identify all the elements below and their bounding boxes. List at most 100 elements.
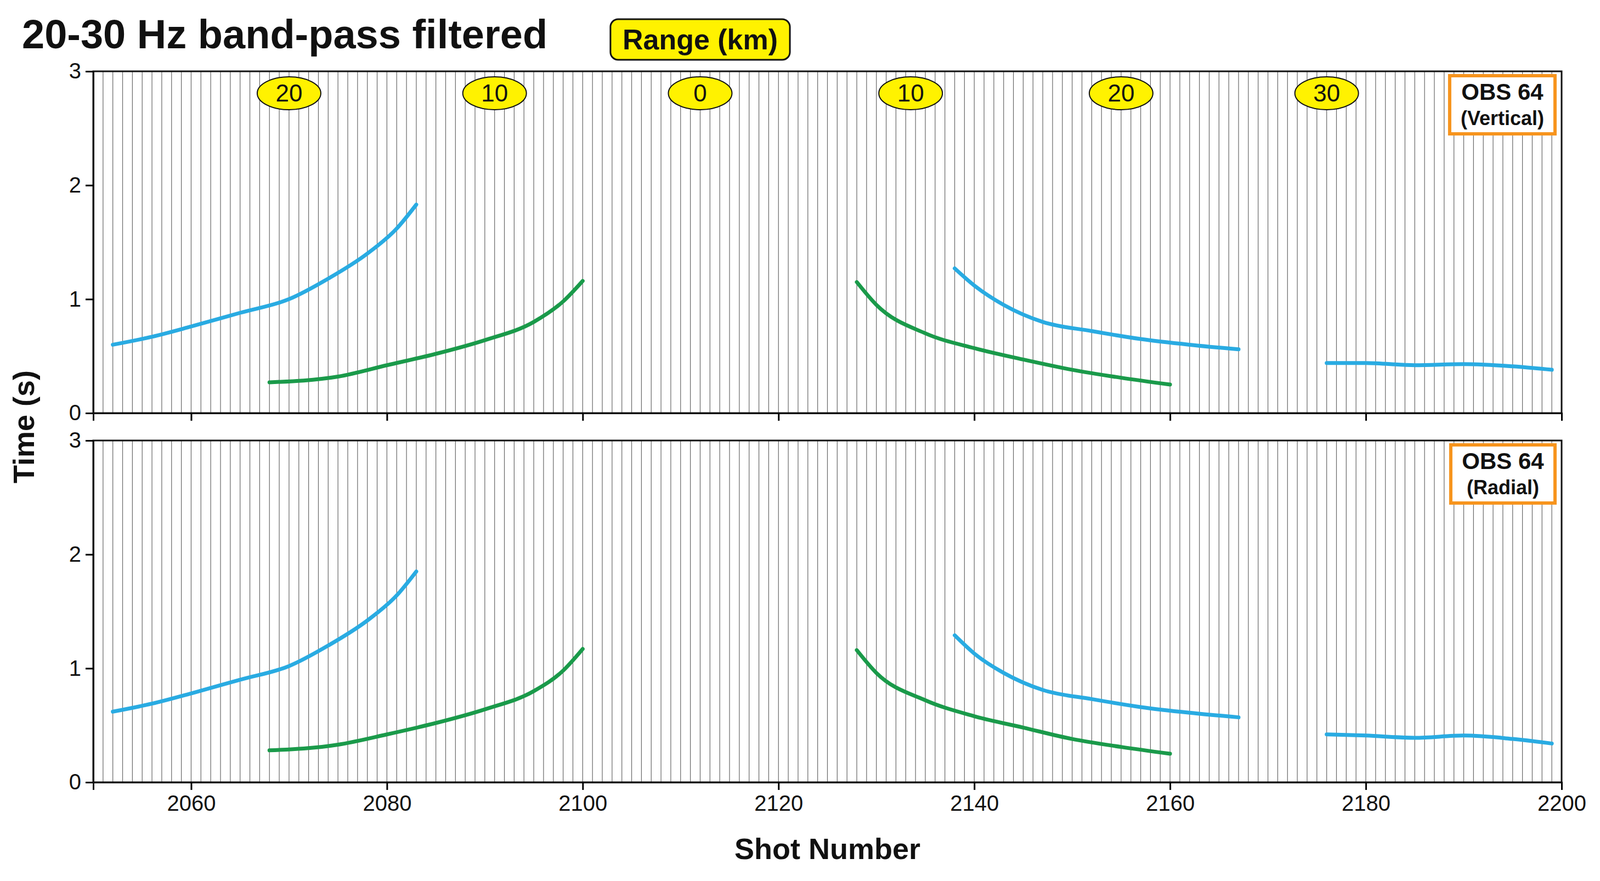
trace-baseline xyxy=(435,440,437,783)
x-tick xyxy=(582,413,584,421)
trace-baseline xyxy=(1433,440,1435,783)
x-tick-label: 2100 xyxy=(558,790,608,816)
pick-line xyxy=(1326,363,1552,370)
trace-baseline xyxy=(964,71,965,414)
trace-baseline xyxy=(728,71,730,414)
x-axis-title: Shot Number xyxy=(734,832,921,865)
panel: 012320602080210021202140216021802200OBS … xyxy=(69,427,1587,865)
trace-baseline xyxy=(680,71,681,414)
trace-baseline xyxy=(934,440,936,783)
trace-baseline xyxy=(1375,440,1376,783)
trace-baseline xyxy=(1424,71,1426,414)
panel-label: OBS 64 xyxy=(1461,78,1544,105)
trace-baseline xyxy=(1061,440,1063,783)
trace-baseline xyxy=(1287,71,1288,414)
range-tick-label: 10 xyxy=(481,79,508,107)
trace-baseline xyxy=(376,71,378,414)
trace-baseline xyxy=(455,440,456,783)
x-tick-mark xyxy=(1365,782,1367,790)
trace-baseline xyxy=(102,71,104,414)
trace-baseline xyxy=(1394,440,1396,783)
trace-baseline xyxy=(807,71,808,414)
trace-baseline xyxy=(1247,440,1249,783)
trace-baseline xyxy=(1160,71,1161,414)
trace-baseline xyxy=(1003,71,1004,414)
x-tick: 2100 xyxy=(558,782,608,816)
trace-baseline xyxy=(1081,71,1083,414)
trace-baseline xyxy=(308,71,309,414)
x-tick: 2140 xyxy=(950,782,999,816)
trace-baseline xyxy=(347,440,348,783)
x-tick-label: 2180 xyxy=(1341,790,1391,816)
trace-baseline xyxy=(699,71,701,414)
trace-baseline xyxy=(680,440,681,783)
trace-baseline xyxy=(905,71,907,414)
x-tick-mark xyxy=(1169,413,1172,421)
trace-baseline xyxy=(905,440,907,783)
trace-baseline xyxy=(1316,440,1317,783)
trace-baseline xyxy=(161,440,162,783)
range-tick-label: 0 xyxy=(693,79,707,107)
trace-baseline xyxy=(856,71,857,414)
trace-baseline xyxy=(337,71,339,414)
trace-baseline xyxy=(895,440,897,783)
trace-baseline xyxy=(1297,71,1298,414)
trace-baseline xyxy=(1022,440,1024,783)
y-tick-mark xyxy=(85,184,94,187)
trace-baseline xyxy=(924,440,926,783)
trace-baseline xyxy=(690,71,691,414)
panel-label-box xyxy=(1450,444,1556,503)
trace-baseline xyxy=(1208,71,1210,414)
trace-baseline xyxy=(465,71,466,414)
trace-baseline xyxy=(1257,71,1259,414)
trace-baseline xyxy=(915,71,917,414)
x-tick-mark xyxy=(1561,782,1563,790)
trace-baseline xyxy=(249,440,251,783)
trace-baseline xyxy=(670,71,671,414)
trace-baseline xyxy=(1179,71,1180,414)
trace-baseline xyxy=(651,71,652,414)
trace-baseline xyxy=(435,71,437,414)
trace-baseline xyxy=(533,71,534,414)
trace-baseline xyxy=(366,71,368,414)
x-tick-label: 2160 xyxy=(1145,790,1195,816)
trace-baseline xyxy=(1071,71,1073,414)
y-axis-line xyxy=(85,441,94,783)
trace-baseline xyxy=(827,440,828,783)
x-tick-mark xyxy=(190,413,192,421)
trace-baseline xyxy=(1003,440,1004,783)
trace-baseline xyxy=(318,440,319,783)
trace-baseline xyxy=(366,440,368,783)
trace-baseline xyxy=(768,440,770,783)
trace-baseline xyxy=(386,71,388,414)
trace-baseline xyxy=(239,71,241,414)
y-axis-title: Time (s) xyxy=(7,370,41,484)
panel: 012320100102030Range (km)OBS 64(Vertical… xyxy=(7,19,1563,484)
range-tick-label: 30 xyxy=(1313,79,1341,107)
y-tick-mark xyxy=(85,781,94,784)
y-tick-mark xyxy=(85,439,94,442)
trace-baseline xyxy=(504,440,505,783)
x-tick xyxy=(778,413,779,421)
trace-baseline xyxy=(298,71,299,414)
trace-baseline xyxy=(1316,71,1317,414)
x-tick-label: 2060 xyxy=(166,790,216,816)
trace-baseline xyxy=(171,440,172,783)
trace-baseline xyxy=(142,440,143,783)
trace-baseline xyxy=(866,440,867,783)
trace-baseline xyxy=(269,71,270,414)
trace-baseline xyxy=(142,71,143,414)
trace-baseline xyxy=(846,440,848,783)
trace-baseline xyxy=(611,71,613,414)
trace-baseline xyxy=(738,440,740,783)
trace-baseline xyxy=(552,71,554,414)
trace-baseline xyxy=(1140,71,1141,414)
x-tick-mark xyxy=(777,782,780,790)
trace-baseline xyxy=(592,71,593,414)
y-tick-label: 1 xyxy=(69,656,82,681)
x-axis-line xyxy=(93,782,1563,791)
trace-baseline xyxy=(1101,71,1102,414)
trace-baseline xyxy=(1160,440,1161,783)
y-axis: 0123 xyxy=(69,58,94,425)
trace-baseline xyxy=(465,440,466,783)
